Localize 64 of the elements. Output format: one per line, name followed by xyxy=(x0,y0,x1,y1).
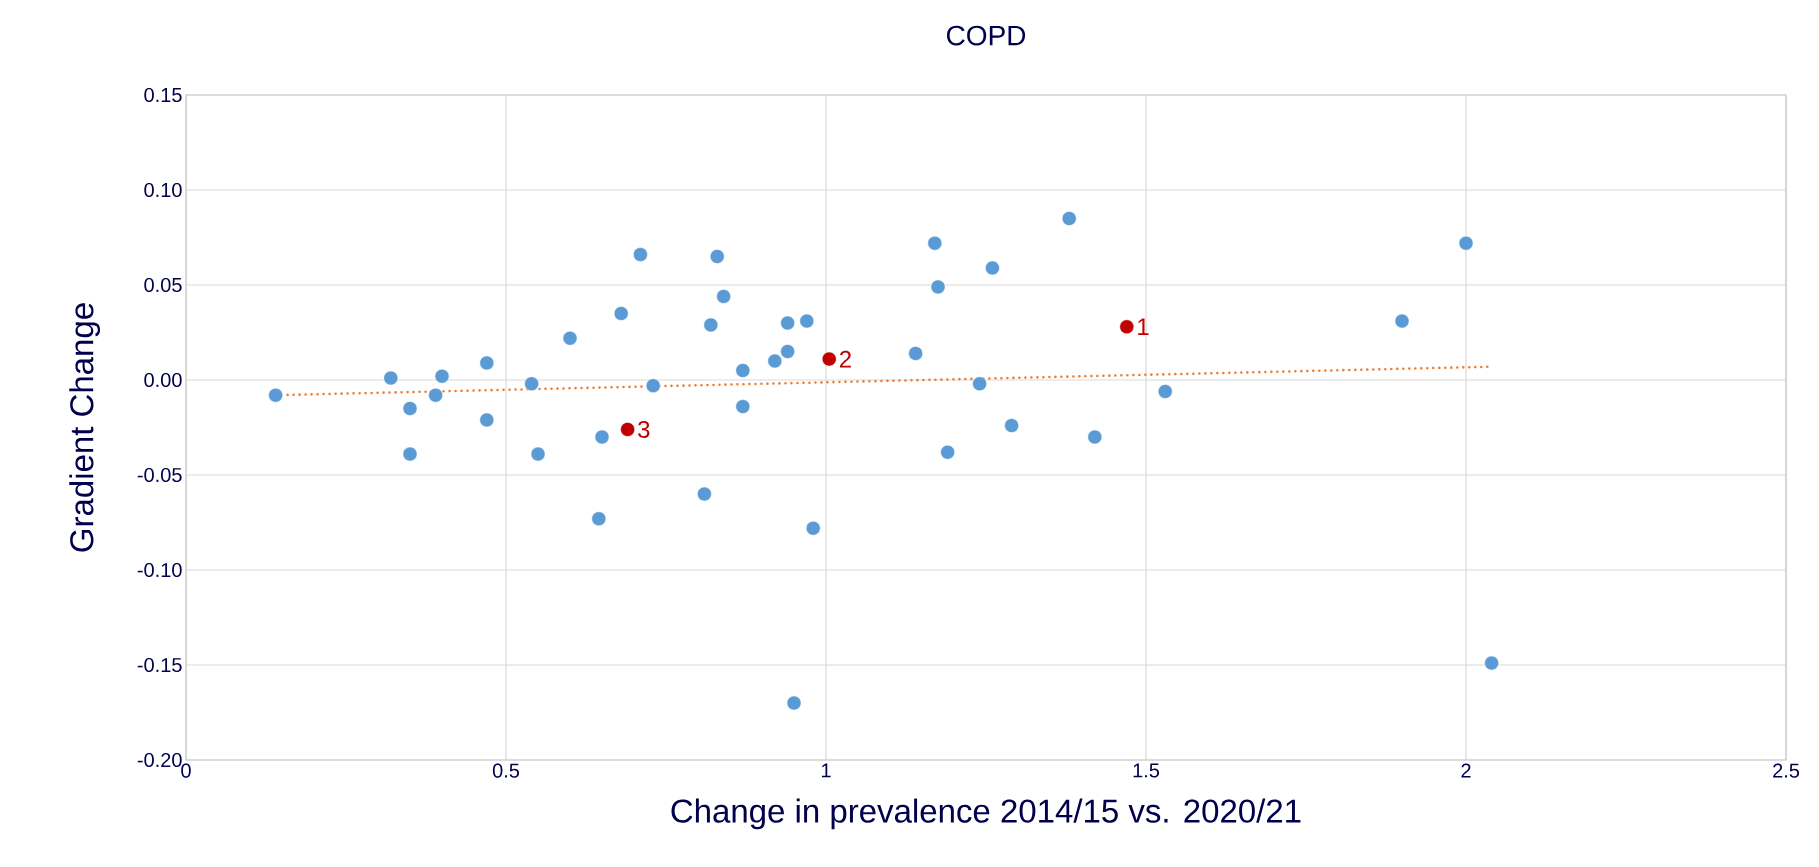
point xyxy=(402,446,418,462)
point xyxy=(972,376,987,392)
point xyxy=(1119,319,1135,335)
y-tick-label: 0.00 xyxy=(144,372,182,388)
y-tick-label: -0.15 xyxy=(137,657,182,673)
point xyxy=(940,444,955,460)
y-tick-label: 0.15 xyxy=(144,87,182,103)
point xyxy=(479,355,495,371)
point xyxy=(633,247,648,262)
point xyxy=(1394,313,1410,329)
chart-title: COPD xyxy=(946,25,1026,46)
x-tick-label: 1.5 xyxy=(1133,763,1160,778)
point xyxy=(821,351,837,367)
annotation: 3 xyxy=(638,420,650,438)
point xyxy=(735,363,751,378)
point xyxy=(613,306,629,321)
point xyxy=(428,387,443,403)
x-tick-label: 0.5 xyxy=(492,763,520,778)
annotation: 2 xyxy=(839,350,851,368)
point xyxy=(908,346,923,361)
point xyxy=(927,235,943,251)
y-tick-label: -0.05 xyxy=(137,467,182,483)
point xyxy=(716,289,731,304)
point xyxy=(780,315,795,331)
y-tick-label: -0.20 xyxy=(137,752,182,768)
point xyxy=(805,520,821,536)
point xyxy=(530,446,546,462)
x-tick-label: 2 xyxy=(1461,763,1471,778)
point xyxy=(767,353,783,369)
point xyxy=(645,378,661,393)
x-tick-label: 1 xyxy=(821,763,831,778)
y-tick-label: -0.10 xyxy=(137,562,182,578)
point xyxy=(1484,655,1499,671)
point xyxy=(1087,429,1103,445)
point xyxy=(594,429,610,445)
point xyxy=(1061,211,1077,226)
point xyxy=(1004,418,1019,433)
point xyxy=(735,399,751,414)
point xyxy=(786,695,802,711)
point xyxy=(930,279,946,295)
point xyxy=(1458,235,1474,251)
point xyxy=(697,486,712,502)
point xyxy=(479,412,495,428)
point xyxy=(402,401,418,416)
point xyxy=(591,511,607,526)
point xyxy=(620,422,635,437)
point xyxy=(780,344,795,359)
y-axis-title: Gradient Change xyxy=(69,303,101,552)
point xyxy=(709,249,725,264)
x-tick-label: 2.5 xyxy=(1773,763,1800,778)
point xyxy=(383,370,399,386)
x-axis-title: Change in prevalence 2014/15 vs. 2020/21 xyxy=(671,798,1301,830)
point xyxy=(268,387,283,403)
y-tick-label: 0.05 xyxy=(144,277,182,293)
point xyxy=(1157,384,1173,399)
point xyxy=(434,368,450,384)
annotation: 1 xyxy=(1138,318,1149,336)
point xyxy=(985,260,1000,276)
x-tick-label: 0 xyxy=(181,763,191,778)
point xyxy=(799,313,815,329)
point xyxy=(703,317,719,333)
point xyxy=(524,376,539,392)
y-tick-label: 0.10 xyxy=(144,182,182,198)
point xyxy=(562,330,578,346)
